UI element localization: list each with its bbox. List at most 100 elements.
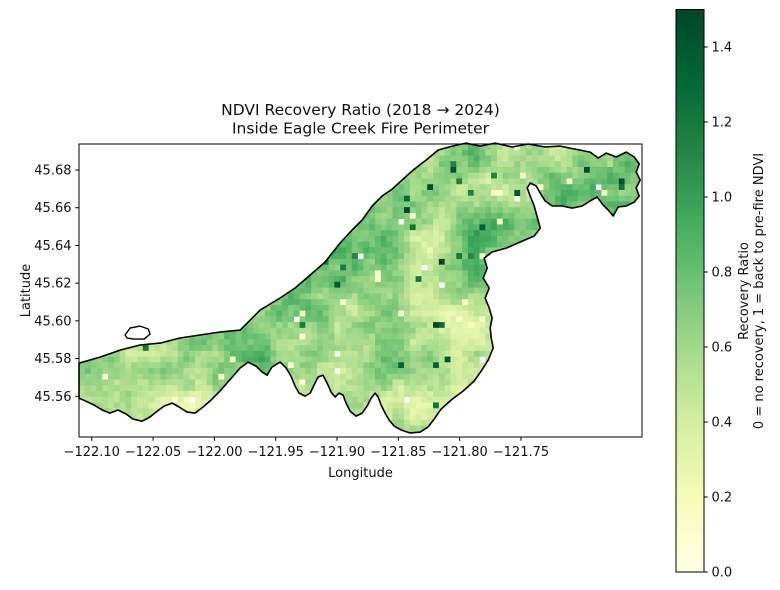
raster-cell — [270, 345, 277, 352]
raster-cell — [404, 391, 411, 398]
raster-cell — [270, 356, 277, 363]
raster-cell — [142, 414, 149, 421]
raster-cell — [363, 339, 370, 346]
raster-cell — [409, 195, 416, 202]
raster-cell — [433, 293, 440, 300]
raster-cell — [334, 327, 341, 334]
raster-cell — [311, 322, 318, 329]
raster-cell — [345, 356, 353, 363]
raster-cell — [357, 333, 364, 340]
raster-cell — [357, 362, 364, 369]
raster-cell — [357, 258, 364, 265]
raster-cell — [467, 207, 475, 214]
raster-cell — [386, 362, 393, 369]
raster-cell — [473, 161, 480, 168]
raster-cell — [485, 212, 492, 220]
raster-cell — [450, 149, 457, 156]
raster-cell — [282, 362, 289, 369]
raster-cell — [293, 293, 300, 300]
raster-cell — [607, 195, 614, 202]
raster-cell — [264, 304, 271, 311]
raster-cell — [531, 149, 538, 156]
raster-cell — [351, 339, 358, 346]
raster-cell — [433, 149, 440, 156]
raster-cell — [520, 155, 527, 162]
raster-cell — [334, 276, 341, 283]
raster-cell — [386, 304, 393, 311]
raster-cell — [479, 304, 486, 311]
raster-cell — [369, 310, 376, 317]
raster-cell — [444, 178, 451, 185]
raster-cell — [450, 172, 457, 179]
raster-cell — [247, 333, 254, 340]
raster-cell — [369, 241, 376, 248]
raster-cell — [177, 339, 184, 346]
raster-cell — [514, 218, 521, 225]
raster-cell — [421, 419, 428, 426]
raster-cell — [311, 350, 318, 357]
raster-cell — [624, 184, 631, 191]
raster-cell — [386, 195, 393, 202]
raster-cell — [183, 362, 190, 369]
raster-cell — [177, 396, 184, 403]
raster-cell — [363, 362, 370, 369]
raster-cell — [473, 144, 480, 151]
raster-cell — [485, 316, 492, 323]
raster-cell — [142, 345, 149, 352]
raster-cell — [467, 201, 475, 208]
raster-cell — [235, 356, 242, 363]
raster-cell — [328, 304, 335, 311]
raster-cell — [334, 379, 341, 386]
raster-cell — [467, 299, 475, 306]
raster-cell — [496, 166, 504, 174]
raster-cell — [467, 247, 475, 254]
raster-cell — [299, 339, 306, 346]
raster-cell — [183, 402, 190, 409]
raster-cell — [554, 201, 562, 208]
raster-cell — [456, 212, 463, 220]
colorbar-tick-label: 0.6 — [712, 341, 733, 356]
raster-cell — [467, 224, 475, 231]
raster-cell — [479, 322, 486, 329]
raster-cell — [398, 264, 405, 271]
raster-cell — [131, 396, 138, 403]
raster-cell — [102, 396, 109, 403]
raster-cell — [357, 408, 364, 415]
x-axis-label: Longitude — [328, 466, 393, 481]
raster-cell — [322, 362, 329, 369]
raster-cell — [282, 333, 289, 340]
raster-cell — [496, 161, 504, 168]
raster-cell — [589, 166, 596, 174]
raster-cell — [444, 316, 451, 323]
raster-cell — [270, 339, 277, 346]
raster-cell — [357, 391, 364, 398]
raster-cell — [293, 345, 300, 352]
raster-cell — [160, 356, 167, 363]
raster-cell — [421, 166, 428, 174]
raster-cell — [514, 161, 521, 168]
raster-cell — [154, 350, 161, 357]
raster-cell — [398, 345, 405, 352]
raster-cell — [473, 264, 480, 271]
raster-cell — [392, 287, 399, 294]
raster-cell — [345, 333, 353, 340]
raster-cell — [578, 161, 585, 168]
raster-cell — [415, 339, 422, 346]
raster-cell — [287, 310, 295, 317]
raster-cell — [427, 322, 434, 329]
raster-cell — [438, 287, 446, 294]
raster-cell — [450, 258, 457, 265]
raster-cell — [566, 155, 573, 162]
raster-cell — [409, 201, 416, 208]
raster-cell — [334, 322, 341, 329]
raster-cell — [427, 379, 434, 386]
raster-cell — [450, 212, 457, 220]
raster-cell — [316, 333, 324, 340]
raster-cell — [322, 356, 329, 363]
raster-cell — [375, 362, 382, 369]
raster-cell — [444, 293, 451, 300]
raster-cell — [189, 408, 196, 415]
raster-cell — [137, 391, 144, 398]
raster-cell — [433, 408, 440, 415]
raster-cell — [415, 247, 422, 254]
